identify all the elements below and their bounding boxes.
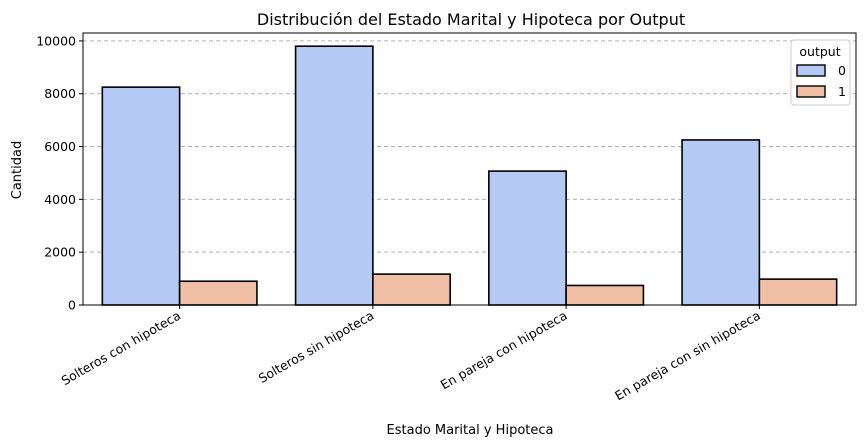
legend-swatch-1 bbox=[796, 85, 826, 98]
x-tick-label: En pareja con sin hipoteca bbox=[612, 308, 763, 404]
bar-0-2 bbox=[294, 45, 374, 306]
bar-1-3 bbox=[565, 284, 645, 306]
bar-0-1 bbox=[101, 86, 181, 306]
x-axis-label: Estado Marital y Hipoteca bbox=[387, 423, 554, 438]
x-tick-label: Solteros sin hipoteca bbox=[256, 308, 377, 386]
bars bbox=[101, 45, 838, 306]
y-tick-label: 10000 bbox=[36, 33, 76, 48]
x-axis: Solteros con hipoteca Solteros sin hipote… bbox=[59, 305, 763, 403]
bar-1-4 bbox=[758, 278, 838, 306]
x-tick-label: Solteros con hipoteca bbox=[59, 308, 184, 389]
y-tick-label: 4000 bbox=[44, 192, 76, 207]
plot-frame bbox=[82, 32, 857, 306]
x-tick-label: En pareja con hipoteca bbox=[438, 308, 570, 393]
y-tick-label: 0 bbox=[68, 298, 76, 313]
y-axis: 0 2000 4000 6000 8000 10000 bbox=[36, 33, 83, 313]
bar-0-4 bbox=[681, 139, 761, 306]
legend-label-1: 1 bbox=[838, 84, 846, 99]
bar-0-3 bbox=[488, 170, 567, 306]
legend-title: output bbox=[799, 44, 840, 59]
legend-label-0: 0 bbox=[838, 63, 846, 78]
y-axis-label: Cantidad bbox=[10, 141, 25, 199]
y-tick-label: 6000 bbox=[44, 139, 76, 154]
y-tick-label: 2000 bbox=[44, 245, 76, 260]
legend-swatch-0 bbox=[796, 64, 826, 77]
bar-1-2 bbox=[372, 273, 451, 306]
y-tick-label: 8000 bbox=[44, 86, 76, 101]
chart-title: Distribución del Estado Marital y Hipote… bbox=[257, 10, 685, 29]
legend: output 0 1 bbox=[790, 39, 851, 106]
bar-1-1 bbox=[178, 280, 258, 306]
